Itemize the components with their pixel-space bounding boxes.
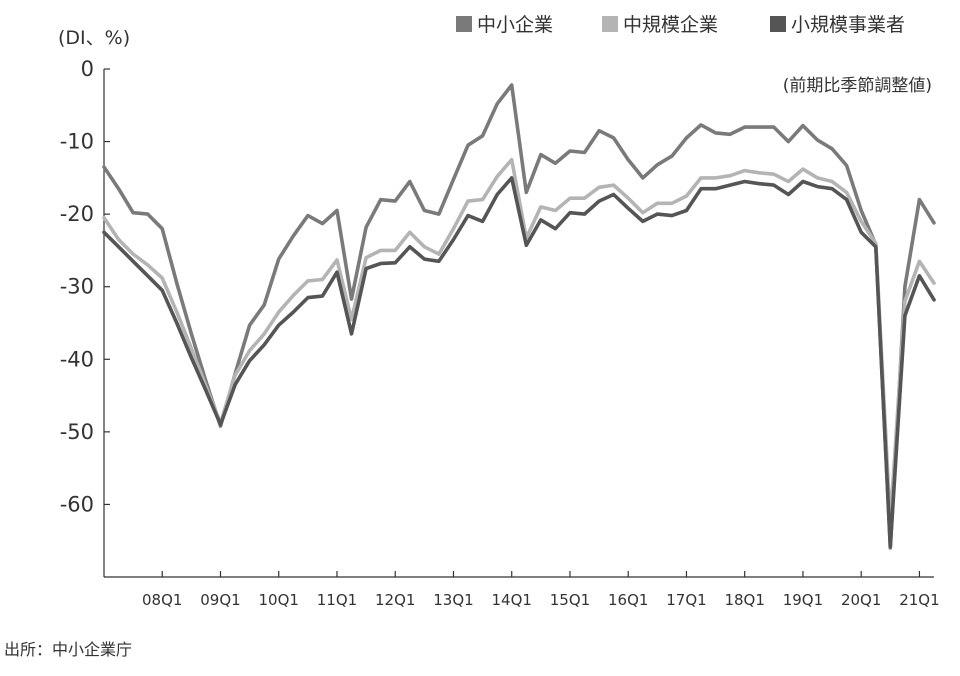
y-tick-label: -60 bbox=[60, 492, 94, 516]
series-line-2 bbox=[102, 157, 936, 525]
legend-label: 小規模事業者 bbox=[791, 14, 905, 36]
y-tick-label: -50 bbox=[60, 420, 94, 444]
x-tick-label: 19Q1 bbox=[783, 591, 823, 609]
x-tick-label: 08Q1 bbox=[142, 591, 182, 609]
x-tick-label: 18Q1 bbox=[724, 591, 764, 609]
series-line-1 bbox=[102, 83, 936, 550]
legend-label: 中小企業 bbox=[477, 14, 553, 36]
series-line-3 bbox=[102, 176, 936, 549]
legend-label: 中規模企業 bbox=[623, 14, 718, 36]
y-tick-label: -20 bbox=[60, 202, 94, 226]
x-tick-label: 15Q1 bbox=[550, 591, 590, 609]
y-unit-label: (DI、%) bbox=[58, 27, 130, 49]
x-tick-label: 11Q1 bbox=[317, 591, 357, 609]
x-tick-label: 09Q1 bbox=[200, 591, 240, 609]
x-tick-label: 10Q1 bbox=[259, 591, 299, 609]
x-tick-label: 14Q1 bbox=[492, 591, 532, 609]
y-tick-label: -30 bbox=[60, 275, 94, 299]
x-tick-label: 12Q1 bbox=[375, 591, 415, 609]
chart-note: (前期比季節調整値) bbox=[783, 76, 932, 96]
x-tick-label: 16Q1 bbox=[608, 591, 648, 609]
series-lines bbox=[102, 83, 936, 550]
y-tick-label: -10 bbox=[60, 130, 94, 154]
source-note: 出所：中小企業庁 bbox=[4, 640, 132, 659]
y-tick-label: 0 bbox=[81, 57, 94, 81]
x-tick-label: 20Q1 bbox=[841, 591, 881, 609]
x-tick-label: 13Q1 bbox=[433, 591, 473, 609]
axes: 0 -10 -20 -30 -40 -50 -60 08Q1 09Q1 10Q1 11Q1 12Q1 1… bbox=[60, 57, 940, 609]
x-tick-label: 21Q1 bbox=[899, 591, 939, 609]
legend-swatch bbox=[602, 16, 618, 32]
y-tick-label: -40 bbox=[60, 347, 94, 371]
legend: 中小企業 中規模企業 小規模事業者 bbox=[456, 14, 905, 36]
legend-swatch bbox=[770, 16, 786, 32]
legend-swatch bbox=[456, 16, 472, 32]
x-tick-label: 17Q1 bbox=[666, 591, 706, 609]
